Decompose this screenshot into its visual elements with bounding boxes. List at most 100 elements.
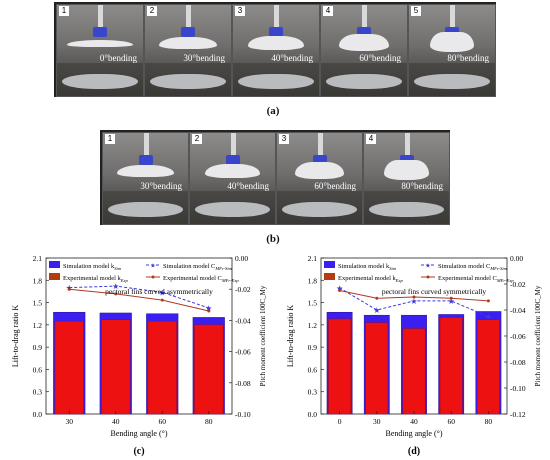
bending-label: 60°bending [314, 181, 356, 192]
x-axis-title: Bending angle (°) [386, 429, 443, 438]
bending-label: 80°bending [447, 53, 489, 64]
clamp [225, 154, 240, 165]
chart-caption: (d) [408, 446, 420, 457]
exp-bar [439, 317, 463, 415]
x-tick-label: 30 [66, 417, 74, 426]
x-axis-title: Bending angle (°) [111, 429, 168, 438]
photo-number: 1 [59, 6, 69, 16]
y-tick-label: 1.5 [33, 299, 43, 308]
y2-tick-label: -0.02 [235, 285, 251, 294]
bending-label: 0°bending [99, 53, 137, 64]
y-tick-label: 0.9 [33, 343, 43, 352]
bending-label: 30°bending [140, 181, 182, 192]
bending-photo: 3 60°bending [276, 132, 363, 225]
y2-tick-label: -0.06 [510, 332, 526, 341]
bending-photo: 2 30°bending [144, 4, 232, 97]
chart-d: 0.0 0.3 0.6 0.9 1.2 1.5 1.8 2.1 -0.12 -0.10 -0.08 -… [286, 254, 542, 457]
photo-number: 5 [411, 6, 421, 16]
clamp [399, 154, 414, 165]
fin-model [429, 32, 475, 53]
y-tick-label: 2.1 [33, 254, 43, 263]
legend-sim-line: Simulation model CMFr-Sim [163, 263, 233, 271]
fin-model [248, 35, 304, 50]
y-tick-label: 0.6 [33, 365, 43, 374]
caption-a: (a) [266, 105, 280, 117]
y-tick-label: 0.6 [308, 365, 318, 374]
fin-model [117, 164, 174, 177]
panel-a: 1 0°bending 2 30°bending 3 40°bending 4 60°bend… [54, 2, 496, 97]
bending-photo: 2 40°bending [189, 132, 276, 225]
y2-tick-label: -0.08 [510, 358, 526, 367]
sim-point: ★ [373, 306, 380, 315]
fin-model [339, 34, 389, 51]
exp-point [114, 292, 118, 296]
y-tick-label: 1.8 [33, 276, 43, 285]
fin-model [67, 39, 133, 47]
exp-bar [54, 320, 84, 415]
clamp [93, 26, 107, 37]
sim-point: ★ [112, 282, 119, 291]
exp-point [160, 298, 164, 302]
clamp [181, 26, 195, 37]
clamp [357, 26, 371, 37]
exp-bar [365, 322, 389, 415]
sim-point: ★ [485, 313, 492, 322]
bending-label: 40°bending [227, 181, 269, 192]
bending-label: 40°bending [271, 53, 313, 64]
legend-exp-bar-swatch [49, 273, 60, 280]
sim-point: ★ [336, 284, 343, 293]
bending-photo: 3 40°bending [232, 4, 320, 97]
x-tick-label: 40 [410, 417, 418, 426]
sting-rod [317, 133, 323, 157]
printed-model [326, 74, 402, 89]
y-tick-label: 1.5 [308, 299, 318, 308]
y2-tick-label: -0.04 [235, 316, 251, 325]
chart-c: 0.0 0.3 0.6 0.9 1.2 1.5 1.8 2.1 -0.10 -0.08 -0.06 -… [11, 254, 267, 457]
y2-axis-title: Pitch moment coefficient 100C_My [259, 285, 267, 386]
legend-exp-bar: Experimental model kExp [63, 275, 129, 283]
plot-frame [45, 257, 233, 415]
exp-point [449, 296, 453, 300]
legend-exp-line: Experimental model CMFr-Exp [438, 275, 514, 283]
y-tick-label: 0.0 [308, 410, 318, 419]
y2-tick-label: -0.08 [235, 379, 251, 388]
bending-photo: 4 80°bending [363, 132, 450, 225]
sting-rod [230, 133, 236, 157]
fin-model [294, 162, 345, 179]
exp-point [486, 299, 490, 303]
exp-bar [477, 319, 500, 415]
sting-rod [186, 5, 191, 29]
legend-exp-line-dot [151, 275, 155, 279]
y2-tick-label: 0.00 [235, 254, 248, 263]
exp-point [67, 287, 71, 291]
x-tick-label: 60 [447, 417, 455, 426]
y-tick-label: 1.8 [308, 276, 318, 285]
bending-label: 80°bending [401, 181, 443, 192]
fin-model [205, 163, 260, 178]
sting-rod [362, 5, 367, 29]
clamp [312, 154, 327, 165]
legend-sim-bar: Simulation model kSim [338, 263, 397, 271]
photo-number: 4 [366, 134, 376, 144]
bending-photo: 1 30°bending [102, 132, 189, 225]
exp-bar [147, 320, 177, 415]
legend-exp-line-dot [426, 275, 430, 279]
y-tick-label: 2.1 [308, 254, 318, 263]
y-axis-title: Lift-to-drag ratio K [286, 305, 295, 367]
x-tick-label: 0 [338, 417, 342, 426]
legend-sim-line: Simulation model CMFr-Sim [438, 263, 508, 271]
bending-label: 60°bending [359, 53, 401, 64]
y-tick-label: 0.3 [33, 388, 43, 397]
y-tick-label: 1.2 [308, 321, 318, 330]
sting-rod [98, 5, 103, 29]
legend-sim-line-star: ★ [425, 263, 430, 270]
photo-number: 1 [105, 134, 115, 144]
y2-tick-label: -0.12 [510, 410, 526, 419]
clamp [445, 26, 459, 37]
annotation: pectoral fins curved symmetrically [382, 287, 487, 296]
fin-model [159, 36, 217, 49]
exp-bar [328, 318, 351, 415]
clamp [269, 26, 283, 37]
x-tick-label: 80 [205, 417, 213, 426]
exp-bar [402, 328, 426, 415]
